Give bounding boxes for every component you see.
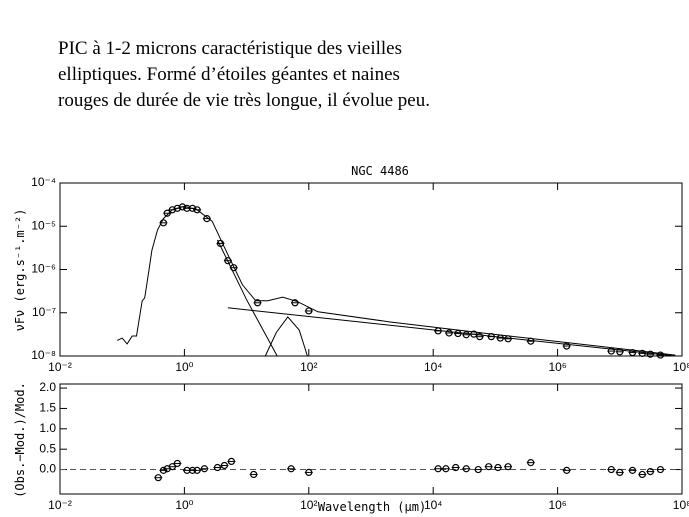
data-point [159,466,168,474]
data-point [442,465,450,473]
y-tick-label: 0.5 [39,441,56,455]
data-point [220,461,229,470]
data-point [638,349,646,357]
model-line [264,316,308,357]
data-point [159,219,168,227]
data-point [434,327,442,335]
data-point [494,463,502,472]
x-axis-label: Wavelength (μm) [318,500,426,514]
data-point [607,465,615,474]
data-point [462,465,470,473]
data-point [616,348,624,356]
y-tick-label: 10⁻⁴ [31,175,56,189]
data-point [646,467,654,476]
x-tick-label: 10⁶ [548,360,566,374]
data-point [173,204,181,212]
data-point [216,239,225,248]
data-point [628,466,637,474]
data-point [193,466,201,474]
data-point [646,350,654,358]
x-tick-label: 10² [300,498,317,512]
y-tick-label: 10⁻⁶ [31,262,56,276]
x-tick-label: 10⁸ [673,498,689,512]
data-point [224,257,232,265]
data-point [474,465,482,474]
x-tick-label: 10⁶ [548,498,566,512]
data-point [203,215,211,223]
data-point [168,463,176,471]
data-point [563,466,571,474]
x-tick-label: 10⁻² [48,360,72,374]
data-point [188,204,197,212]
data-point [173,459,181,468]
data-point [253,299,262,307]
y-tick-label: 2.0 [39,380,56,394]
data-point [470,330,478,338]
data-point [487,333,495,341]
y-tick-label: 0.0 [39,462,56,476]
x-tick-label: 10⁻² [48,498,72,512]
data-point [527,459,535,467]
data-point [563,342,571,350]
data-point [638,470,646,479]
plot-frame [59,182,683,357]
data-point [616,468,624,477]
data-point [305,307,313,315]
x-tick-label: 10⁸ [673,360,689,374]
data-point [607,347,615,355]
text-line: PIC à 1-2 microns caractéristique des vi… [58,38,402,59]
data-point [656,465,665,474]
data-point [476,333,484,341]
y-tick-label: 1.0 [39,421,56,435]
data-point [485,463,493,471]
data-point [527,337,535,345]
model-line [217,239,278,357]
text-line: elliptiques. Formé d’étoiles géantes et … [58,64,400,85]
y-axis-label: νFν (erg.s⁻¹.m⁻²) [13,209,27,332]
data-point [168,206,176,214]
x-tick-label: 10⁴ [424,498,443,512]
chart-title: NGC 4486 [351,164,409,178]
data-point [305,468,313,477]
data-point [445,329,453,337]
data-point [504,335,512,343]
data-point [213,463,222,472]
y-tick-label: 10⁻⁸ [31,348,56,362]
x-tick-label: 10² [300,360,317,374]
text-line: rouges de durée de vie très longue, il é… [58,90,430,111]
data-point [504,463,512,471]
data-point [291,299,299,307]
data-point [227,457,236,466]
x-tick-label: 10⁴ [424,360,443,374]
data-point [163,209,171,217]
data-point [250,470,258,479]
y-tick-label: 10⁻⁵ [31,218,56,232]
data-point [454,329,462,338]
x-tick-label: 10⁰ [175,498,193,512]
data-point [656,351,665,359]
data-point [628,348,637,357]
x-tick-label: 10⁰ [175,360,193,374]
data-point [193,206,201,214]
data-point [287,465,295,473]
data-point [462,331,470,339]
y-tick-label: 10⁻⁷ [32,305,56,319]
data-point [496,334,504,342]
y-tick-label: 1.5 [39,401,56,415]
data-point [178,203,187,211]
data-point [154,474,162,482]
data-point [452,463,460,472]
y-axis-label: (Obs.−Mod.)/Mod. [13,382,27,498]
model-line [116,205,676,356]
data-point [434,465,442,473]
data-point [200,465,209,473]
plot-frame [59,383,683,495]
data-point [230,264,238,272]
